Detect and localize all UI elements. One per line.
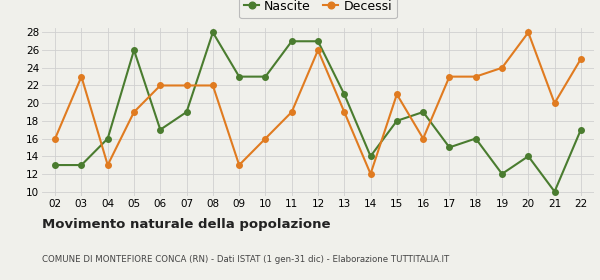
Decessi xyxy=(183,84,190,87)
Nascite xyxy=(341,93,348,96)
Decessi xyxy=(419,137,427,140)
Nascite xyxy=(577,128,584,131)
Nascite xyxy=(130,48,137,52)
Line: Nascite: Nascite xyxy=(52,30,584,194)
Text: COMUNE DI MONTEFIORE CONCA (RN) - Dati ISTAT (1 gen-31 dic) - Elaborazione TUTTI: COMUNE DI MONTEFIORE CONCA (RN) - Dati I… xyxy=(42,255,449,264)
Nascite xyxy=(551,190,558,193)
Nascite xyxy=(78,163,85,167)
Decessi xyxy=(577,57,584,61)
Text: Movimento naturale della popolazione: Movimento naturale della popolazione xyxy=(42,218,331,231)
Nascite xyxy=(524,155,532,158)
Nascite xyxy=(52,163,59,167)
Decessi xyxy=(367,172,374,176)
Decessi xyxy=(52,137,59,140)
Decessi xyxy=(130,110,137,114)
Nascite xyxy=(209,31,217,34)
Nascite xyxy=(472,137,479,140)
Decessi xyxy=(393,93,400,96)
Nascite xyxy=(446,146,453,149)
Nascite xyxy=(393,119,400,123)
Decessi xyxy=(341,110,348,114)
Legend: Nascite, Decessi: Nascite, Decessi xyxy=(239,0,397,18)
Decessi xyxy=(209,84,217,87)
Line: Decessi: Decessi xyxy=(52,30,584,177)
Decessi xyxy=(524,31,532,34)
Nascite xyxy=(262,75,269,78)
Decessi xyxy=(314,48,322,52)
Nascite xyxy=(288,39,295,43)
Decessi xyxy=(262,137,269,140)
Decessi xyxy=(236,163,243,167)
Nascite xyxy=(104,137,112,140)
Decessi xyxy=(499,66,506,69)
Nascite xyxy=(157,128,164,131)
Nascite xyxy=(367,155,374,158)
Decessi xyxy=(551,101,558,105)
Decessi xyxy=(288,110,295,114)
Nascite xyxy=(419,110,427,114)
Nascite xyxy=(499,172,506,176)
Decessi xyxy=(446,75,453,78)
Decessi xyxy=(104,163,112,167)
Nascite xyxy=(183,110,190,114)
Nascite xyxy=(236,75,243,78)
Decessi xyxy=(472,75,479,78)
Decessi xyxy=(78,75,85,78)
Nascite xyxy=(314,39,322,43)
Decessi xyxy=(157,84,164,87)
